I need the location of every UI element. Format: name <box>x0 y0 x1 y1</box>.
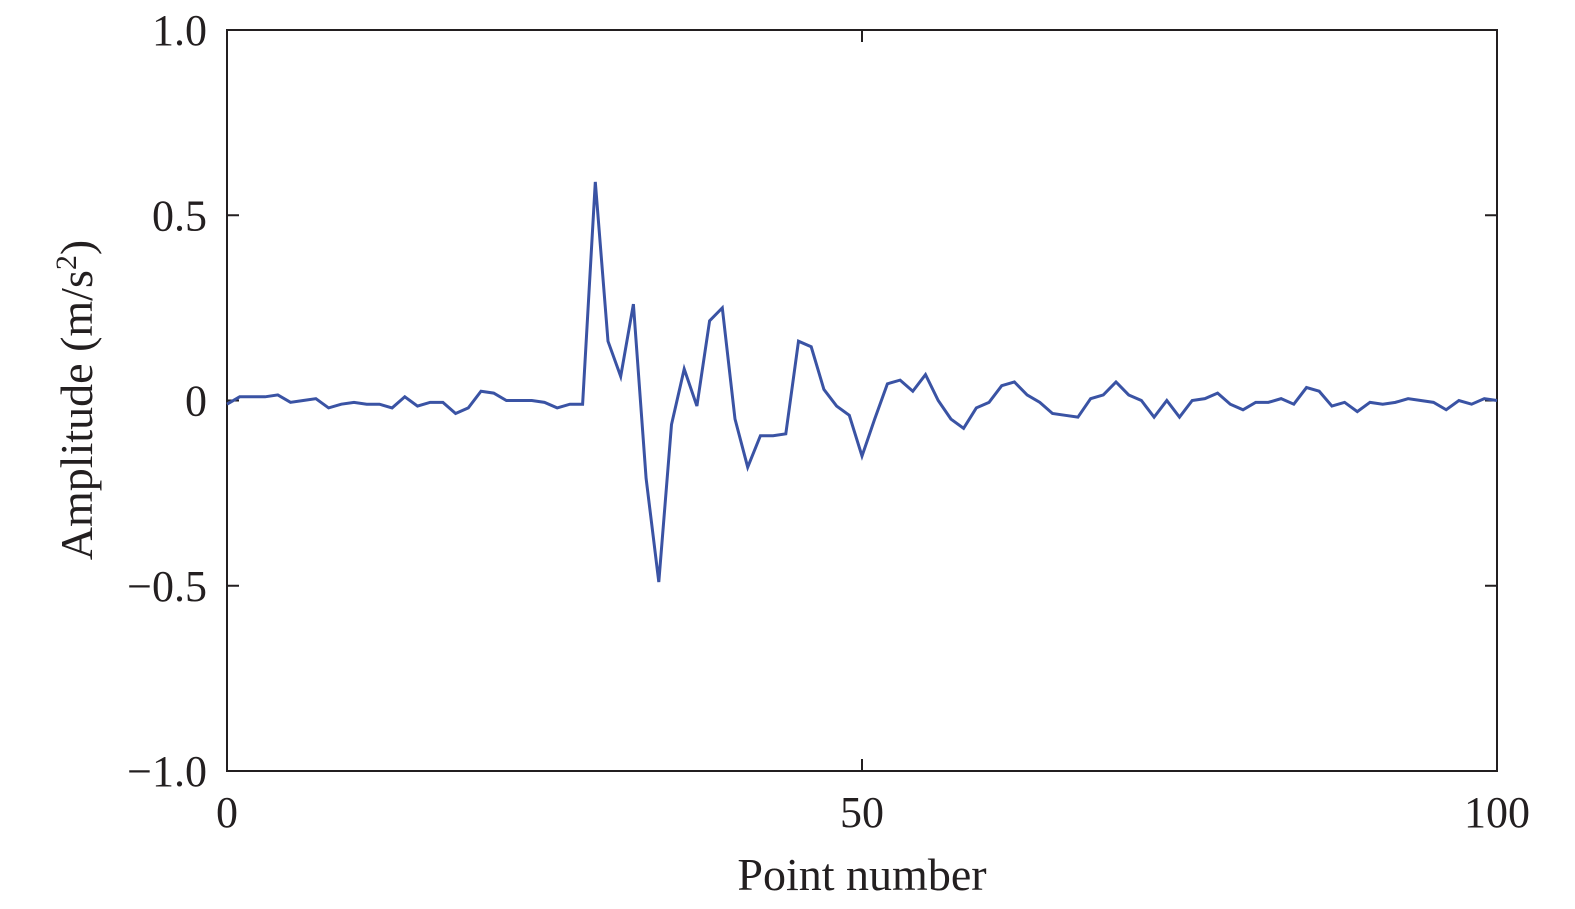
x-axis-label: Point number <box>737 849 986 900</box>
x-tick-labels: 0 50 100 <box>216 788 1530 837</box>
y-tick-label: 1.0 <box>152 6 207 55</box>
x-tick-label: 50 <box>840 788 884 837</box>
y-tick-label: −0.5 <box>127 562 207 611</box>
y-axis-label-superscript: 2 <box>50 255 83 270</box>
y-tick-label: 0 <box>185 377 207 426</box>
y-tick-labels: −1.0 −0.5 0 0.5 1.0 <box>127 6 207 796</box>
x-tick-label: 100 <box>1464 788 1530 837</box>
axis-ticks <box>226 29 1498 772</box>
y-axis-label: Amplitude (m/s2) <box>50 240 102 560</box>
plot-frame <box>226 29 1498 772</box>
series-line <box>226 181 1498 583</box>
series-layer <box>226 181 1498 583</box>
x-tick-label: 0 <box>216 788 238 837</box>
y-axis-label-main: Amplitude (m/s <box>51 270 102 560</box>
y-tick-label: 0.5 <box>152 191 207 240</box>
y-axis-label-suffix: ) <box>51 240 102 255</box>
y-tick-label: −1.0 <box>127 747 207 796</box>
